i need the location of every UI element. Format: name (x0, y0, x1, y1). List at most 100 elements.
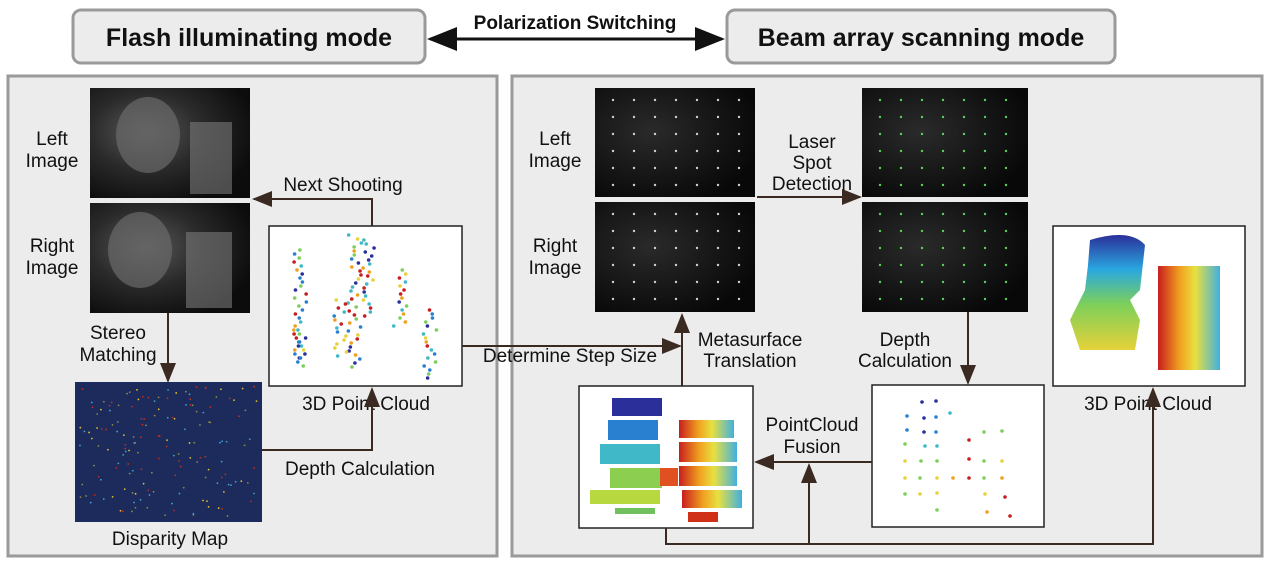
point (344, 350, 349, 354)
point (293, 324, 297, 328)
point (304, 300, 309, 304)
sparse-point (922, 430, 926, 434)
laser-spot (674, 132, 678, 136)
sparse-point (948, 411, 952, 415)
sparse-point (1000, 459, 1004, 463)
disparity-point (97, 475, 100, 478)
laser-spot (941, 149, 945, 153)
laser-spot (716, 263, 720, 267)
disparity-point (185, 404, 187, 406)
laser-spot (878, 166, 882, 170)
disparity-point (93, 494, 96, 496)
laser-spot (611, 98, 615, 102)
laser-spot (941, 212, 945, 216)
point (349, 257, 354, 261)
sparse-point (935, 444, 939, 448)
laser-spot (653, 149, 657, 153)
disparity-point (111, 423, 114, 426)
disparity-point (157, 457, 160, 460)
disparity-point (79, 426, 82, 429)
next-shooting-label: Next Shooting (283, 175, 402, 196)
laser-spot (737, 229, 741, 233)
sparse-point (985, 510, 989, 514)
laser-spot (695, 149, 699, 153)
disparity-point (108, 404, 111, 407)
disparity-point (204, 455, 207, 458)
laser-spot (878, 183, 882, 187)
point (334, 298, 339, 302)
laser-spot (920, 212, 924, 216)
beam-mode-box (725, 8, 1117, 65)
sparse-point (934, 415, 938, 419)
laser-spot (983, 263, 987, 267)
laser-spot (695, 280, 699, 284)
laser-spot (962, 149, 966, 153)
laser-spot (920, 246, 924, 250)
laser-spot (983, 115, 987, 119)
point (398, 316, 402, 320)
flash-point-cloud-label: 3D Point Cloud (302, 394, 430, 415)
laser-spot (941, 263, 945, 267)
disparity-point (85, 495, 87, 497)
disparity-point (189, 403, 192, 406)
disparity-point (121, 510, 124, 513)
point (347, 321, 352, 325)
disparity-map-dots (79, 385, 258, 517)
laser-spot (632, 98, 636, 102)
laser-spot (611, 149, 615, 153)
disparity-point (122, 434, 125, 437)
disparity-point (199, 424, 201, 426)
point (425, 376, 430, 380)
laser-spot (695, 166, 699, 170)
disparity-point (172, 454, 175, 457)
disparity-point (178, 459, 180, 462)
polarization-switching-label: Polarization Switching (474, 13, 677, 34)
final-point-cloud-label: 3D Point Cloud (1084, 394, 1212, 415)
point (424, 340, 429, 344)
point (366, 258, 371, 262)
point (358, 269, 362, 273)
disparity-point (111, 495, 114, 498)
point (333, 346, 337, 350)
laser-spot (653, 229, 657, 233)
disparity-point (189, 398, 192, 401)
point (301, 364, 306, 368)
laser-spot (962, 229, 966, 233)
disparity-point (195, 410, 198, 413)
laser-spot (983, 166, 987, 170)
point (354, 305, 359, 309)
beam-left-detected-image (862, 88, 1028, 197)
point (352, 245, 356, 249)
laser-spot (983, 149, 987, 153)
laser-spot (695, 98, 699, 102)
laser-spot (695, 183, 699, 187)
laser-spot (716, 212, 720, 216)
point (298, 276, 302, 280)
disparity-point (102, 498, 105, 500)
laser-spot (899, 212, 903, 216)
sparse-point (918, 476, 922, 480)
disparity-point (140, 468, 143, 471)
disparity-point (157, 408, 160, 411)
disparity-point (171, 502, 173, 505)
laser-spot (653, 166, 657, 170)
laser-spot (962, 115, 966, 119)
point (401, 312, 406, 316)
laser-spot (941, 229, 945, 233)
disparity-point (221, 440, 224, 443)
laser-spot (920, 280, 924, 284)
disparity-point (227, 483, 230, 486)
sparse-point (982, 476, 986, 480)
disparity-point (220, 460, 223, 463)
point (292, 328, 296, 332)
disparity-point (230, 484, 232, 487)
disparity-point (166, 439, 168, 442)
disparity-point (171, 416, 174, 419)
sparse-point (983, 492, 987, 496)
disparity-point (141, 423, 144, 426)
sparse-point (935, 459, 939, 463)
disparity-point (141, 395, 144, 398)
disparity-point (177, 453, 180, 455)
laser-spot (1004, 132, 1008, 136)
laser-spot (899, 183, 903, 187)
